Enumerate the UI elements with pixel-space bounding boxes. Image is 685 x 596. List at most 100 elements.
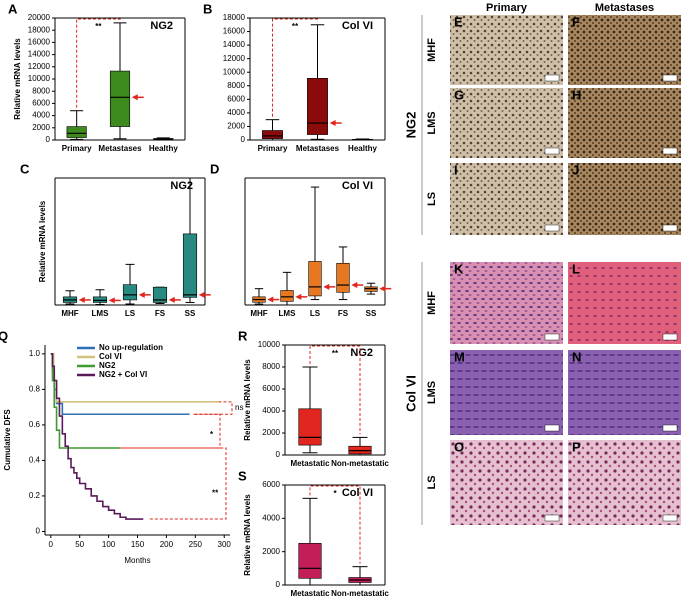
x-tick-label: 50 (75, 540, 84, 549)
panel-letter: J (572, 162, 579, 177)
y-tick-label: 10000 (28, 74, 51, 83)
significance-label: ns (235, 403, 243, 412)
x-tick-label: Metastatic (290, 459, 330, 468)
chart-title: NG2 (350, 347, 373, 359)
box (308, 261, 322, 297)
x-tick-label: LMS (279, 309, 297, 318)
panel-letter: B (203, 1, 212, 16)
micrograph (450, 350, 563, 435)
row-label: LMS (426, 381, 438, 404)
y-tick-label: 6000 (227, 94, 245, 103)
panel-letter: P (572, 439, 581, 454)
chart-title: NG2 (170, 180, 193, 192)
y-axis-label: Relative mRNA levels (243, 359, 252, 441)
micrograph (568, 350, 681, 435)
y-tick-label: 0.6 (29, 420, 41, 429)
arrow-head (108, 297, 115, 304)
panel-letter: K (454, 261, 464, 276)
panel-letter: H (572, 87, 581, 102)
x-tick-label: Healthy (149, 144, 178, 153)
x-tick-label: Non-metastatic (331, 589, 389, 596)
survival-curve (50, 353, 144, 520)
y-axis-label: Cumulative DFS (3, 409, 12, 471)
scale-bar (544, 333, 560, 341)
panel-letter: N (572, 349, 581, 364)
y-tick-label: 0 (241, 135, 246, 144)
x-tick-label: 100 (102, 540, 116, 549)
box (262, 130, 283, 139)
x-tick-label: Primary (258, 144, 288, 153)
y-tick-label: 2000 (262, 428, 280, 437)
arrow-head (323, 283, 330, 290)
survival-curve (50, 353, 190, 416)
significance-bracket (120, 413, 221, 449)
box (109, 70, 131, 127)
y-tick-label: 12000 (223, 54, 246, 63)
x-tick-label: 150 (131, 540, 145, 549)
y-tick-label: 8000 (262, 362, 280, 371)
row-label: LMS (426, 111, 438, 134)
box (66, 126, 87, 138)
arrow-head (138, 291, 145, 298)
arrow-head (198, 291, 205, 298)
y-tick-label: 0 (276, 450, 281, 459)
significance-bracket (272, 18, 318, 117)
panel-letter: Q (0, 328, 8, 343)
x-tick-label: Primary (62, 144, 92, 153)
y-tick-label: 0.4 (29, 456, 41, 465)
y-tick-label: 2000 (32, 123, 50, 132)
x-tick-label: 250 (189, 540, 203, 549)
scale-bar (662, 224, 678, 232)
micrograph (450, 262, 563, 344)
scale-bar (662, 333, 678, 341)
scale-bar (544, 224, 560, 232)
scale-bar (544, 424, 560, 432)
arrow-head (351, 282, 358, 289)
y-tick-label: 6000 (262, 384, 280, 393)
row-label: MHF (426, 38, 438, 62)
arrow-head (168, 296, 175, 303)
box (280, 290, 294, 302)
x-tick-label: LMS (92, 309, 110, 318)
micrograph (568, 440, 681, 525)
legend-label: NG2 (99, 361, 116, 370)
arrow-head (131, 94, 138, 101)
arrow-head (329, 120, 336, 127)
scale-bar (544, 74, 560, 82)
significance-label: ** (292, 22, 299, 31)
y-tick-label: 18000 (28, 25, 51, 34)
arrow-head (267, 296, 274, 303)
x-tick-label: SS (366, 309, 377, 318)
panel-letter: M (454, 349, 465, 364)
y-tick-label: 10000 (223, 67, 246, 76)
x-tick-label: Healthy (348, 144, 377, 153)
y-tick-label: 6000 (262, 480, 280, 489)
y-axis-label: Relative mRNA levels (38, 200, 47, 282)
micrograph (568, 15, 681, 85)
significance-label: ** (332, 349, 339, 358)
panel-letter: L (572, 261, 580, 276)
x-tick-label: MHF (61, 309, 78, 318)
panel-letter: A (8, 1, 18, 16)
y-tick-label: 10000 (258, 340, 281, 349)
arrow-head (295, 293, 302, 300)
y-axis-label: Relative mRNA levels (13, 38, 22, 120)
y-tick-label: 0 (276, 580, 281, 589)
y-tick-label: 12000 (28, 62, 51, 71)
significance-label: ** (212, 489, 219, 498)
panel-letter: I (454, 162, 458, 177)
panel-letter: D (210, 161, 219, 176)
scale-bar (662, 424, 678, 432)
y-tick-label: 16000 (223, 27, 246, 36)
y-tick-label: 18000 (223, 13, 246, 22)
y-tick-label: 6000 (32, 99, 50, 108)
y-tick-label: 16000 (28, 38, 51, 47)
x-tick-label: LS (310, 309, 321, 318)
micrograph (568, 262, 681, 344)
y-tick-label: 0 (46, 135, 51, 144)
y-tick-label: 4000 (262, 406, 280, 415)
box (298, 543, 322, 579)
significance-bracket (193, 401, 233, 415)
group-label: Col VI (403, 375, 418, 412)
scale-bar (544, 147, 560, 155)
